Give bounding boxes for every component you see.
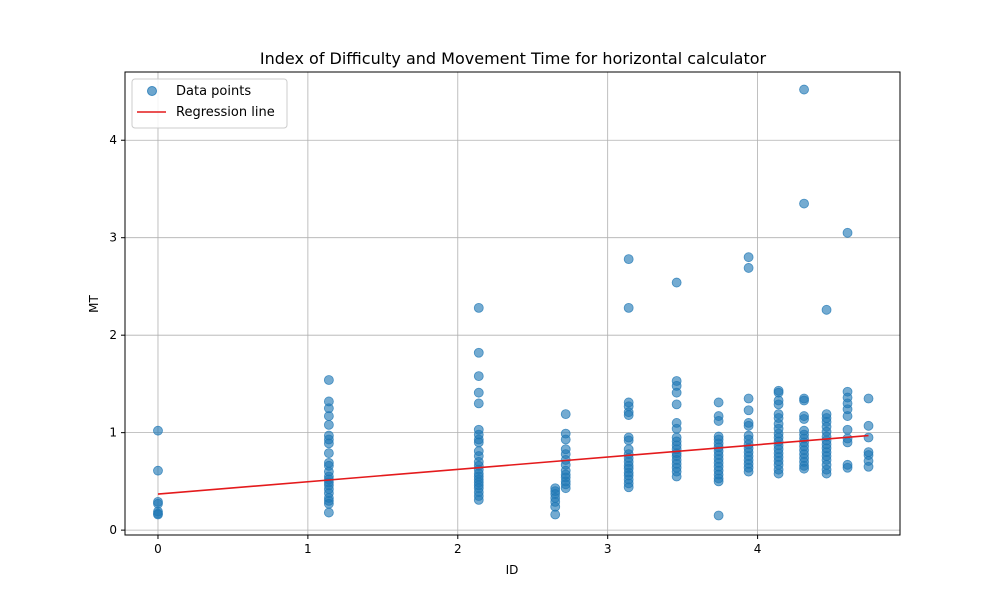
data-point	[623, 302, 634, 313]
data-point	[671, 423, 682, 434]
data-point	[671, 387, 682, 398]
data-point	[671, 399, 682, 410]
data-point	[153, 465, 163, 476]
data-point	[842, 462, 853, 473]
data-point	[323, 419, 334, 430]
data-point	[323, 507, 334, 518]
data-point	[799, 84, 809, 95]
data-point	[473, 347, 484, 358]
data-point	[550, 509, 561, 520]
y-tick-label: 2	[109, 328, 117, 342]
axis-ticks: 0 1 2 3 4 0 1 2 3 4	[109, 133, 761, 556]
data-points	[153, 84, 874, 521]
data-point	[863, 432, 874, 443]
data-point	[773, 468, 784, 479]
data-point	[799, 463, 809, 474]
data-point	[671, 277, 682, 288]
y-tick-label: 0	[109, 523, 117, 537]
data-point	[323, 438, 334, 449]
data-point	[842, 227, 853, 238]
data-point	[560, 483, 571, 494]
data-point	[323, 411, 334, 421]
data-point	[799, 414, 809, 424]
legend-label-data-points: Data points	[176, 84, 251, 99]
x-tick-label: 1	[304, 542, 312, 556]
data-point	[473, 371, 484, 382]
data-point	[799, 198, 809, 209]
data-point	[623, 482, 634, 493]
data-point	[153, 425, 163, 436]
data-point	[713, 476, 724, 487]
data-point	[473, 387, 484, 398]
data-point	[323, 498, 334, 509]
data-point	[473, 495, 484, 505]
data-point	[623, 410, 634, 421]
data-point	[743, 263, 754, 273]
y-axis-label: MT	[87, 294, 101, 312]
data-point	[713, 510, 724, 521]
data-point	[799, 395, 809, 406]
data-point	[863, 461, 874, 472]
data-point	[863, 393, 874, 404]
data-point	[671, 471, 682, 482]
data-point	[473, 302, 484, 313]
data-point	[863, 420, 874, 431]
legend-marker-data-points	[147, 86, 157, 96]
y-tick-label: 4	[109, 133, 117, 147]
y-tick-label: 1	[109, 426, 117, 440]
data-point	[560, 409, 571, 420]
legend: Data points Regression line	[131, 78, 288, 129]
regression-line-layer	[157, 434, 869, 495]
x-axis-label: ID	[506, 563, 519, 577]
data-point	[153, 509, 163, 520]
x-tick-label: 2	[454, 542, 462, 556]
y-tick-label: 3	[109, 231, 117, 245]
data-point	[713, 416, 724, 426]
data-point	[713, 397, 724, 408]
data-point	[743, 420, 754, 431]
legend-box	[131, 78, 288, 129]
legend-label-regression-line: Regression line	[176, 105, 275, 120]
x-tick-label: 3	[604, 542, 612, 556]
data-point	[560, 434, 571, 445]
data-point	[842, 437, 853, 448]
regression-line	[157, 434, 869, 495]
data-point	[743, 393, 754, 404]
data-point	[773, 399, 784, 410]
x-tick-label: 4	[754, 542, 762, 556]
data-point	[623, 435, 634, 446]
chart-title: Index of Difficulty and Movement Time fo…	[260, 49, 767, 68]
grid	[125, 72, 900, 535]
data-point	[473, 398, 484, 409]
data-point	[821, 304, 832, 315]
plot-frame	[124, 71, 901, 536]
data-point	[743, 405, 754, 416]
data-point	[743, 252, 754, 263]
data-point	[842, 424, 853, 435]
data-point	[842, 411, 853, 421]
data-point	[323, 448, 334, 459]
data-point	[473, 437, 484, 448]
data-point	[323, 375, 334, 385]
data-point	[623, 254, 634, 265]
x-tick-label: 0	[154, 542, 162, 556]
data-point	[743, 466, 754, 477]
data-point	[821, 468, 832, 479]
